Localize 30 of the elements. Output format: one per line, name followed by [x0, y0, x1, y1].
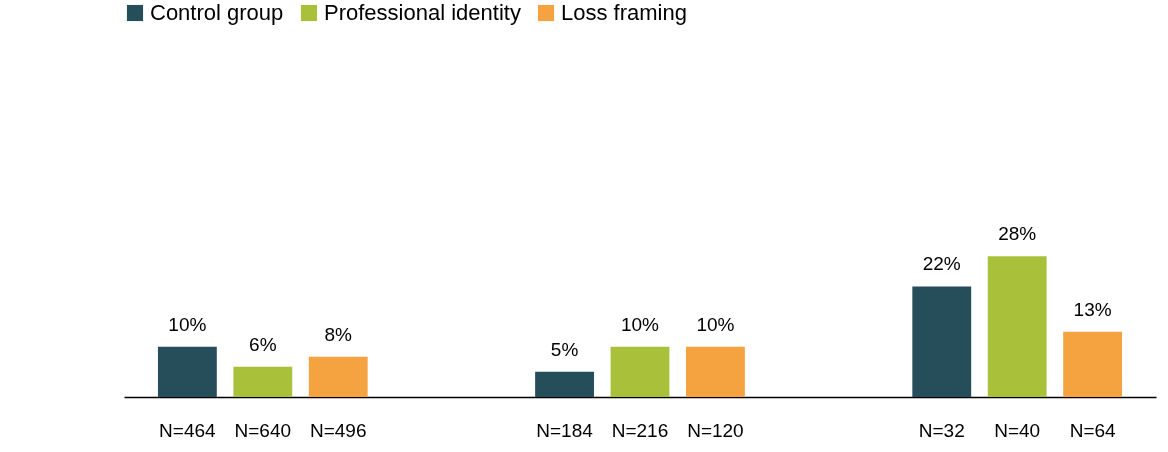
data-label: 5%	[550, 338, 579, 360]
data-label: 13%	[1073, 298, 1112, 320]
bar	[686, 346, 745, 397]
x-tick-label: N=40	[994, 419, 1041, 441]
x-tick-label: N=32	[918, 419, 965, 441]
x-tick-label: N=464	[159, 419, 217, 441]
x-tick-label: N=184	[536, 419, 594, 441]
legend-label: Loss framing	[561, 0, 687, 25]
bar	[157, 346, 217, 397]
bar	[1063, 331, 1123, 397]
data-label: 28%	[998, 223, 1037, 245]
legend-label: Control group	[150, 0, 284, 25]
x-tick-label: N=64	[1069, 419, 1117, 441]
data-label: 22%	[922, 253, 961, 275]
x-tick-label: N=120	[687, 419, 744, 441]
x-tick-label: N=216	[611, 419, 669, 441]
bar	[535, 371, 594, 397]
bar	[308, 356, 368, 397]
bar	[912, 286, 972, 397]
bar	[233, 366, 293, 397]
x-tick-label: N=640	[234, 419, 292, 441]
legend-label: Professional identity	[324, 0, 521, 25]
data-label: 6%	[249, 333, 277, 355]
data-label: 10%	[696, 313, 735, 335]
data-label: 10%	[168, 313, 207, 335]
bar	[987, 256, 1047, 397]
data-label: 8%	[324, 323, 353, 345]
bar	[610, 346, 670, 397]
x-tick-label: N=496	[309, 419, 367, 441]
data-label: 10%	[620, 313, 660, 335]
